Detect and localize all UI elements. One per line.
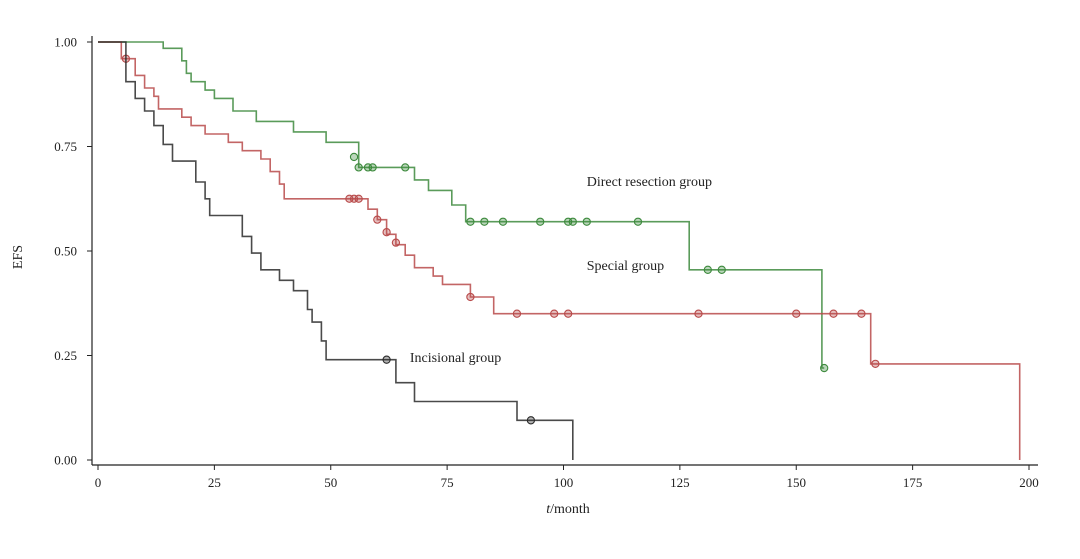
direct-resection-group-censor-mark xyxy=(633,217,643,226)
x-tick-label: 150 xyxy=(787,475,807,490)
special-group-censor-mark xyxy=(391,238,401,247)
special-group-censor-mark xyxy=(792,309,801,318)
y-tick-label: 0.25 xyxy=(54,348,77,363)
special-group-censor-mark xyxy=(871,359,880,369)
special-group-label: Special group xyxy=(587,259,664,274)
y-tick-label: 0.75 xyxy=(54,139,77,154)
series-layer: Direct resection group Special group Incis… xyxy=(98,41,1021,460)
special-group-censor-mark xyxy=(550,309,559,318)
incisional-group-censor-mark xyxy=(382,355,391,364)
x-tick-label: 75 xyxy=(441,475,454,490)
special-group-censor-mark xyxy=(512,309,522,318)
direct-resection-group-censor-mark xyxy=(480,217,489,226)
incisional-group-series: Incisional group xyxy=(98,41,574,460)
x-tick-label: 25 xyxy=(208,475,221,490)
x-tick-label: 200 xyxy=(1019,475,1039,490)
direct-resection-group-label: Direct resection group xyxy=(587,175,712,190)
special-group-series: Special group xyxy=(98,41,1021,460)
direct-resection-group-curve xyxy=(98,41,825,369)
x-tick-label: 175 xyxy=(903,475,923,490)
direct-resection-group-censor-mark xyxy=(717,265,726,274)
special-group-censor-mark xyxy=(373,215,382,224)
x-axis-title-italic: t xyxy=(546,502,551,517)
x-tick-label: 0 xyxy=(95,475,102,490)
y-tick-label: 0.00 xyxy=(54,453,77,468)
direct-resection-group-censor-mark xyxy=(568,217,577,226)
direct-resection-group-censor-mark xyxy=(401,163,410,172)
direct-resection-group-censor-mark xyxy=(536,217,545,226)
axes: 0 25 50 75 100 125 150 175 200 0.00 0.25 0.50 0.75 1.… xyxy=(54,35,1039,491)
direct-resection-group-censor-mark xyxy=(354,163,363,172)
special-group-censor-mark xyxy=(694,309,703,318)
incisional-group-curve xyxy=(98,41,574,460)
special-group-censor-mark xyxy=(829,309,838,318)
direct-resection-group-censor-mark xyxy=(820,363,829,373)
special-group-censor-mark xyxy=(354,194,363,203)
direct-resection-group-censor-mark xyxy=(498,217,508,226)
incisional-group-censor-mark xyxy=(526,416,536,425)
y-tick-label: 0.50 xyxy=(54,244,77,259)
x-tick-label: 100 xyxy=(554,475,574,490)
direct-resection-group-censor-mark xyxy=(703,265,712,274)
special-group-censor-mark xyxy=(857,309,866,318)
x-tick-label: 125 xyxy=(670,475,690,490)
direct-resection-group-censor-mark xyxy=(368,163,377,172)
direct-resection-group-censor-mark xyxy=(582,217,591,226)
incisional-group-label: Incisional group xyxy=(410,351,501,366)
x-axis-title: t/month xyxy=(546,502,590,517)
special-group-censor-mark xyxy=(382,228,391,237)
y-tick-label: 1.00 xyxy=(54,35,77,50)
direct-resection-group-censor-mark xyxy=(349,152,359,162)
x-axis-title-rest: /month xyxy=(550,502,590,517)
special-group-censor-mark xyxy=(564,309,573,318)
special-group-curve xyxy=(98,41,1021,460)
special-group-censor-mark xyxy=(466,292,475,302)
x-tick-label: 50 xyxy=(324,475,337,490)
direct-resection-group-censor-mark xyxy=(466,217,475,226)
direct-resection-group-series: Direct resection group xyxy=(98,41,829,373)
y-axis-title: EFS xyxy=(11,245,26,269)
